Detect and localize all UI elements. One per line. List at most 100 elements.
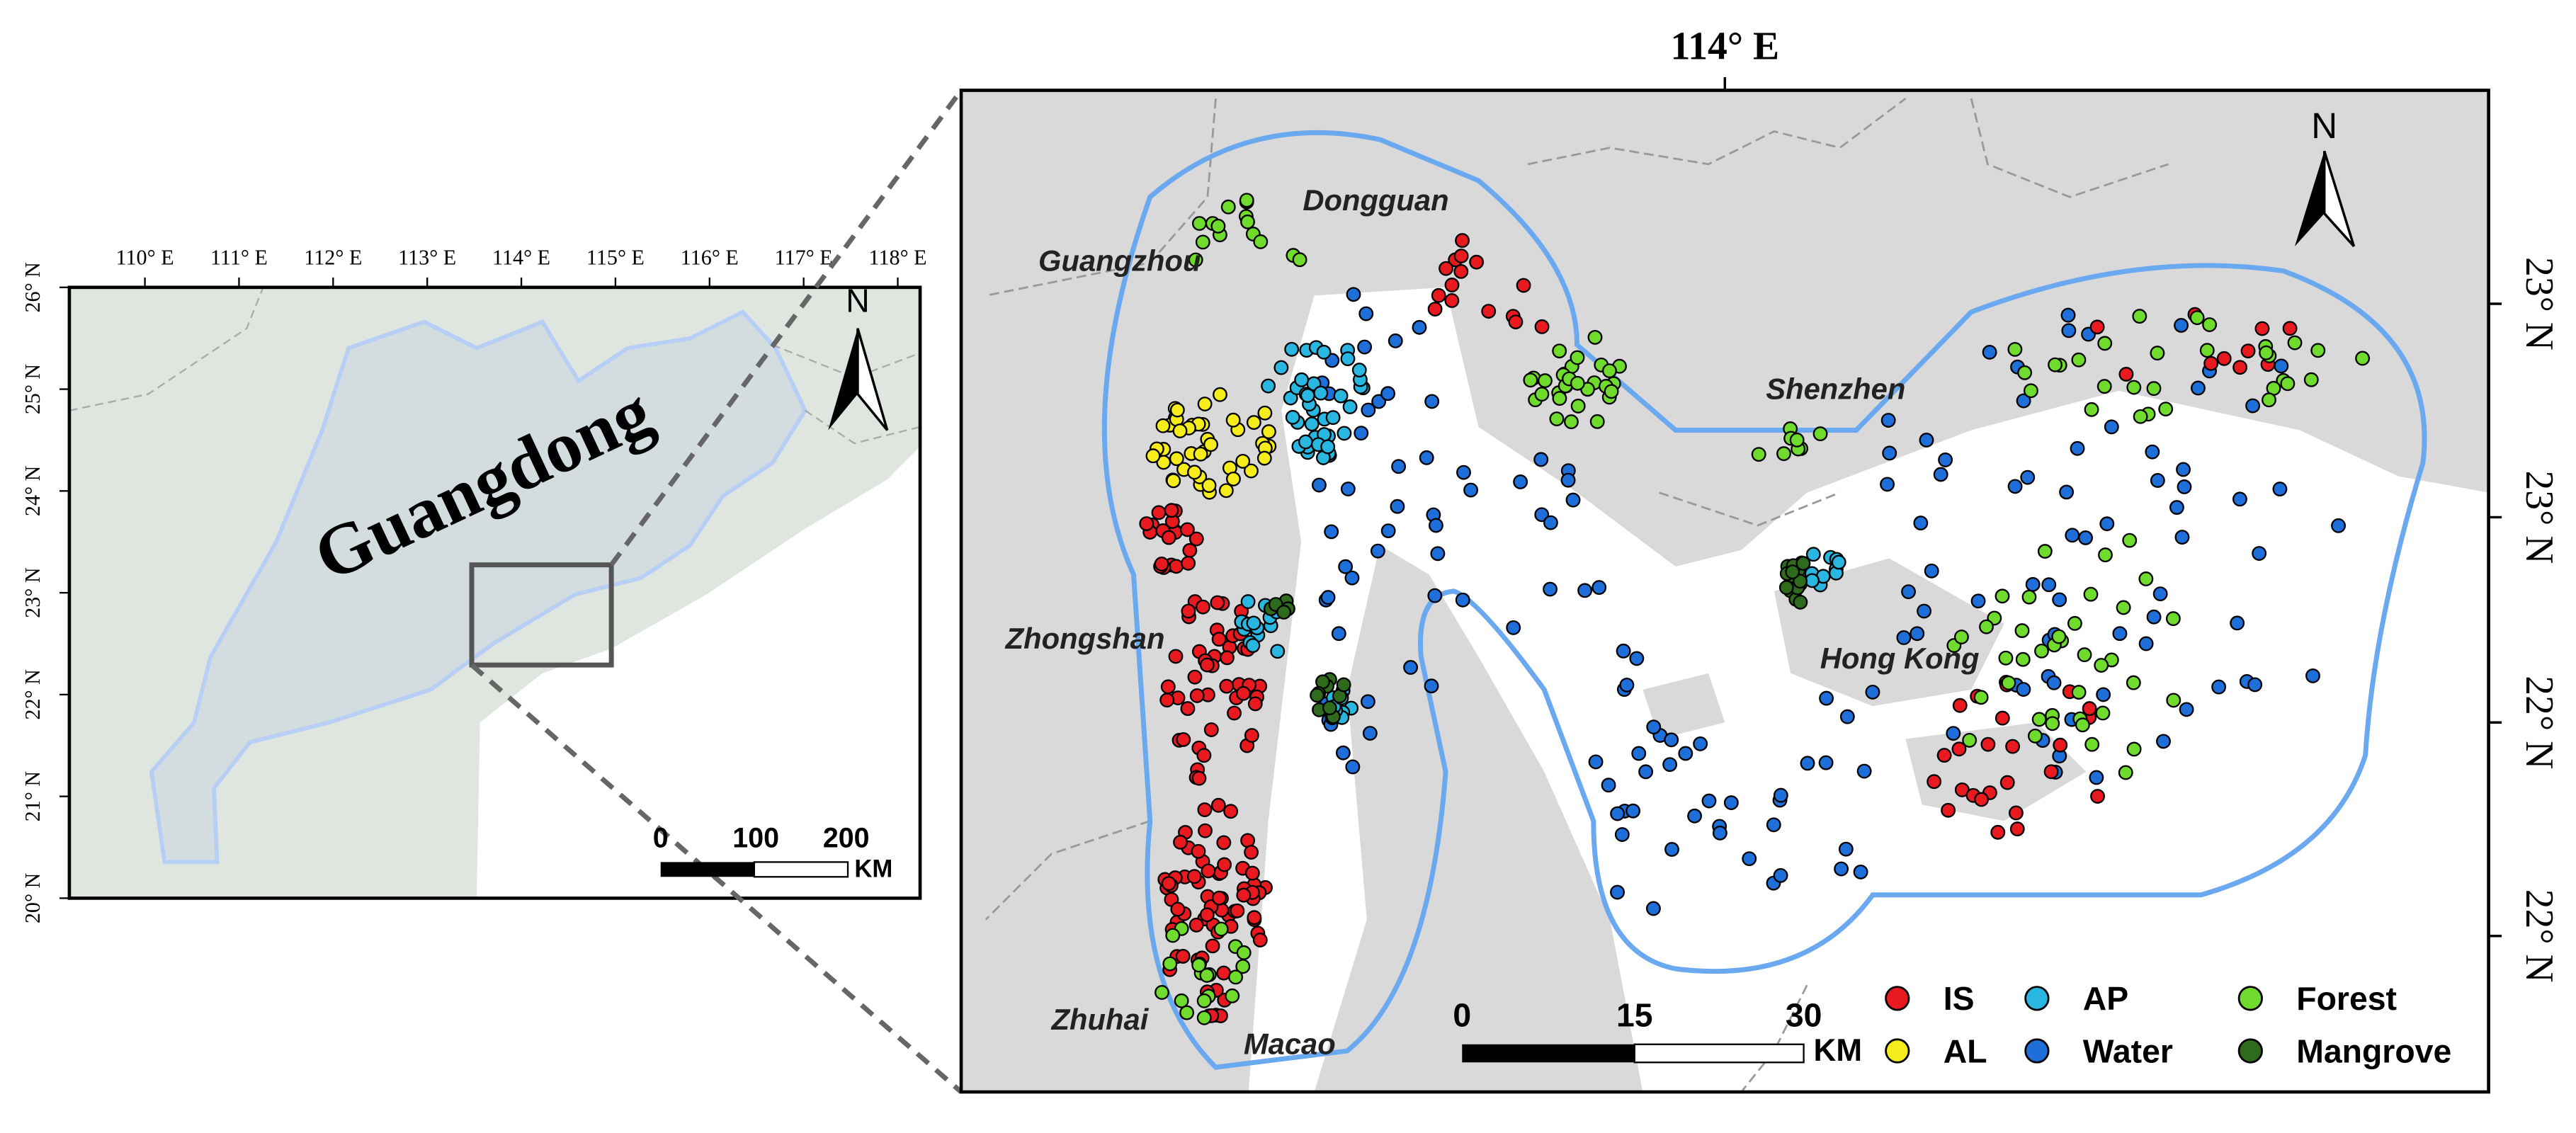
sample-point bbox=[1313, 385, 1329, 401]
sample-point bbox=[2122, 533, 2138, 548]
sample-point bbox=[1203, 722, 1219, 737]
sample-point bbox=[1589, 414, 1605, 429]
sample-point bbox=[1193, 446, 1208, 462]
sample-point bbox=[1340, 482, 1356, 496]
scale-bar-white bbox=[1633, 1043, 1805, 1064]
sample-point bbox=[1164, 503, 1179, 518]
sample-point bbox=[1203, 437, 1218, 452]
sample-point bbox=[1173, 834, 1188, 850]
sample-point bbox=[1742, 851, 1757, 867]
sample-point bbox=[1818, 755, 1834, 770]
study-area-boundary bbox=[1101, 130, 2427, 1070]
sample-point bbox=[1245, 638, 1261, 653]
legend-label: Mangrove bbox=[2296, 1032, 2451, 1069]
sample-point bbox=[1565, 492, 1581, 508]
sample-point bbox=[1358, 306, 1374, 321]
sample-point bbox=[1773, 867, 1788, 883]
sample-point bbox=[1285, 409, 1300, 425]
sample-point bbox=[1213, 921, 1229, 937]
sample-point bbox=[1570, 398, 1586, 414]
sample-point bbox=[1236, 945, 1252, 960]
place-label: Guangzhou bbox=[1038, 244, 1201, 278]
scale-unit: KM bbox=[854, 855, 892, 882]
sample-point bbox=[2152, 586, 2168, 602]
admin-boundary bbox=[985, 98, 2169, 1093]
sample-point bbox=[1552, 391, 1567, 406]
sample-point bbox=[1625, 803, 1641, 819]
sample-point bbox=[2287, 335, 2303, 351]
sample-point bbox=[1145, 448, 1161, 464]
sample-point bbox=[1188, 917, 1204, 933]
sample-point bbox=[2331, 518, 2346, 533]
sample-point bbox=[1629, 651, 1645, 666]
sample-point bbox=[1678, 746, 1693, 761]
sample-point bbox=[1766, 817, 1781, 833]
sample-point bbox=[1439, 261, 1454, 276]
sample-point bbox=[1980, 736, 1996, 752]
sample-point bbox=[1523, 372, 1538, 388]
sample-point bbox=[2048, 357, 2062, 372]
sample-point bbox=[1169, 451, 1184, 467]
sample-point bbox=[1534, 507, 1550, 523]
zoom-line bbox=[470, 663, 963, 1094]
sample-point bbox=[2240, 343, 2256, 359]
scale-bar-white bbox=[753, 861, 849, 878]
sample-point bbox=[2176, 462, 2191, 477]
sample-point bbox=[2126, 741, 2142, 757]
sample-point bbox=[2052, 592, 2067, 608]
sample-point bbox=[2001, 675, 2016, 690]
sample-point bbox=[2015, 651, 2031, 667]
sample-point bbox=[1662, 757, 1678, 773]
sample-point bbox=[1424, 394, 1440, 409]
sample-point bbox=[1199, 657, 1215, 673]
sample-point bbox=[2191, 380, 2206, 396]
scale-label: 100 bbox=[732, 823, 779, 854]
sample-point bbox=[1880, 413, 1896, 428]
sample-point bbox=[1880, 477, 1895, 492]
overview-sea bbox=[476, 446, 921, 899]
sample-point bbox=[2070, 440, 2085, 456]
lon-label: 115° E bbox=[586, 245, 645, 269]
sample-point bbox=[1938, 452, 1953, 467]
sample-point bbox=[1191, 843, 1206, 859]
sample-point bbox=[1246, 415, 1261, 430]
sample-point bbox=[2084, 736, 2100, 752]
sample-point bbox=[1342, 399, 1358, 414]
sample-point bbox=[1577, 583, 1593, 598]
sample-point bbox=[1701, 793, 1717, 809]
sample-point bbox=[2077, 647, 2092, 663]
sample-point bbox=[2254, 321, 2270, 336]
sample-point bbox=[1210, 595, 1225, 610]
sample-point bbox=[1151, 505, 1167, 520]
sample-point bbox=[1187, 465, 1202, 480]
sample-point bbox=[2017, 365, 2033, 380]
sample-point bbox=[1896, 630, 1912, 645]
sample-point bbox=[1610, 806, 1625, 821]
sample-point bbox=[1604, 384, 1619, 399]
sample-point bbox=[1357, 339, 1373, 355]
sample-point bbox=[1856, 763, 1872, 779]
sample-point bbox=[2005, 739, 2021, 754]
sample-point bbox=[1419, 450, 1434, 465]
sample-point bbox=[1316, 344, 1332, 360]
sample-point bbox=[1252, 933, 1268, 947]
sample-point bbox=[1552, 343, 1567, 359]
sample-point bbox=[2097, 336, 2113, 351]
sample-point bbox=[1322, 700, 1337, 716]
sample-point bbox=[1444, 278, 1460, 292]
sample-point bbox=[2075, 717, 2090, 733]
lon-label: 114° E bbox=[1670, 24, 1779, 68]
lon-label: 118° E bbox=[869, 245, 927, 269]
sample-point bbox=[2045, 716, 2060, 731]
sample-point bbox=[1543, 515, 1558, 530]
sample-point bbox=[1155, 418, 1171, 433]
sample-point bbox=[2133, 409, 2148, 424]
sample-point bbox=[1181, 603, 1196, 619]
sample-point bbox=[2232, 360, 2248, 375]
sample-point bbox=[1180, 701, 1196, 717]
sample-point bbox=[1199, 967, 1215, 983]
lat-label: 20° N bbox=[21, 872, 45, 923]
sample-point bbox=[1335, 745, 1351, 761]
sample-point bbox=[1169, 402, 1185, 418]
sample-point bbox=[1239, 193, 1254, 208]
